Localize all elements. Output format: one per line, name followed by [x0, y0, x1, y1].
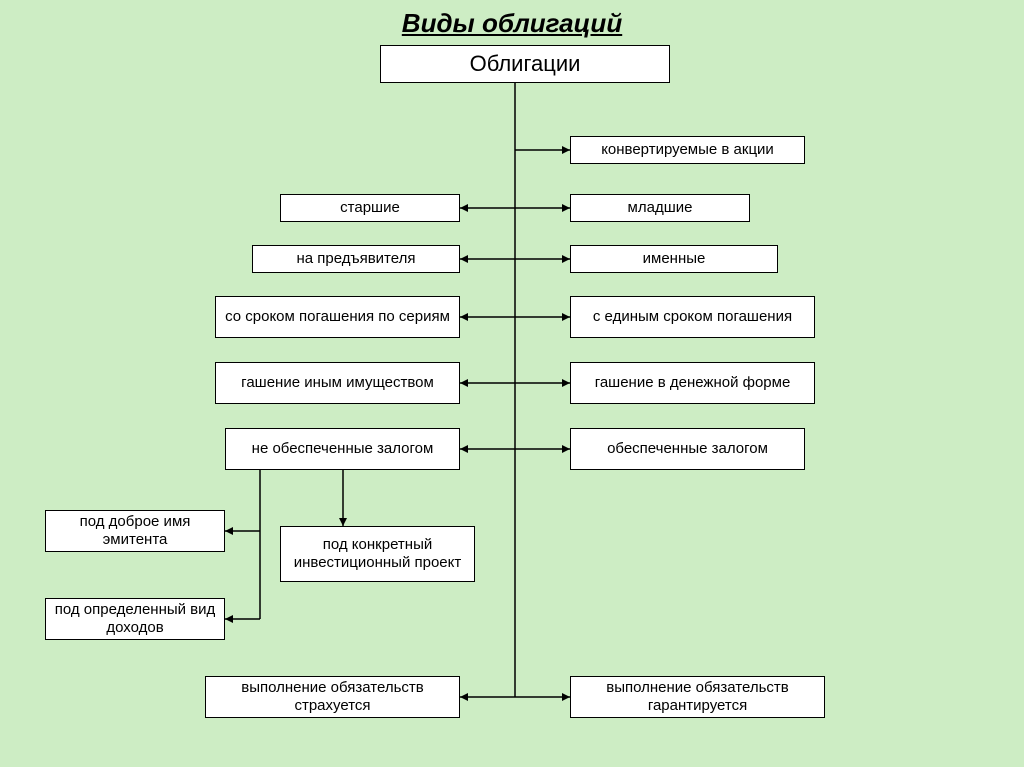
page-title: Виды облигаций	[0, 8, 1024, 39]
node-project: под конкретный инвестиционный проект	[280, 526, 475, 582]
node-other_prop: гашение иным имуществом	[215, 362, 460, 404]
node-convertible: конвертируемые в акции	[570, 136, 805, 164]
node-good_name: под доброе имя эмитента	[45, 510, 225, 552]
node-secured: обеспеченные залогом	[570, 428, 805, 470]
node-unsecured: не обеспеченные залогом	[225, 428, 460, 470]
node-income_type: под определенный вид доходов	[45, 598, 225, 640]
node-serial: со сроком погашения по сериям	[215, 296, 460, 338]
node-root: Облигации	[380, 45, 670, 83]
node-guaranteed: выполнение обязательств гарантируется	[570, 676, 825, 718]
node-junior: младшие	[570, 194, 750, 222]
node-cash: гашение в денежной форме	[570, 362, 815, 404]
edges-layer	[0, 0, 1024, 767]
node-insured: выполнение обязательств страхуется	[205, 676, 460, 718]
node-single_term: с единым сроком погашения	[570, 296, 815, 338]
node-registered: именные	[570, 245, 778, 273]
node-bearer: на предъявителя	[252, 245, 460, 273]
node-senior: старшие	[280, 194, 460, 222]
